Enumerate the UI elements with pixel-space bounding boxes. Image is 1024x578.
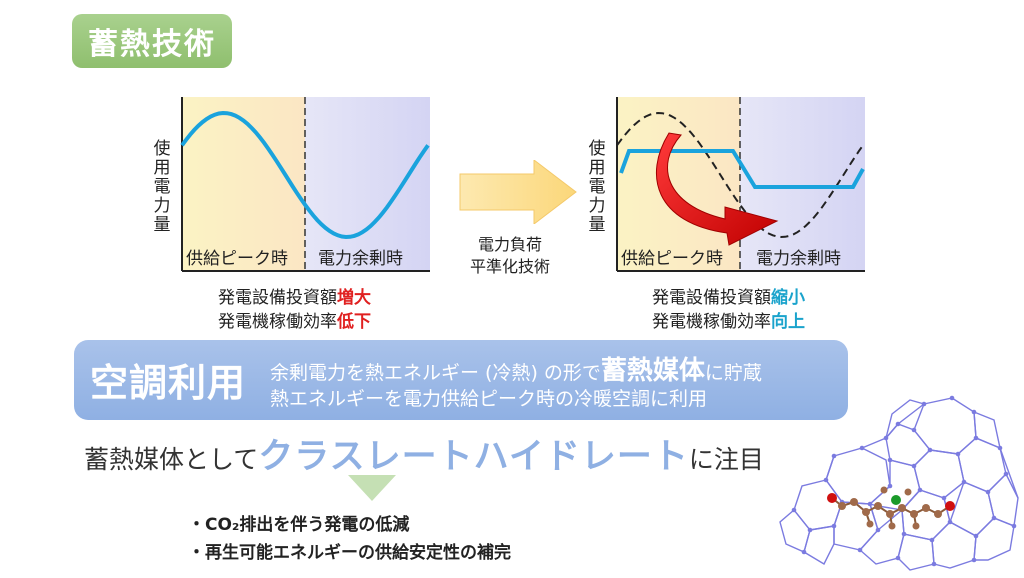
- caption-emphasis: 縮小: [771, 288, 805, 308]
- ylabel-char: 用: [153, 158, 171, 178]
- curved-shift-arrow-icon: [656, 132, 779, 246]
- left-zone-peak-label: 供給ピーク時: [186, 249, 288, 269]
- right-caption: 発電設備投資額縮小 発電機稼働効率向上: [652, 286, 805, 334]
- right-arrow-icon: [458, 158, 578, 228]
- surplus-zone-bg: [740, 97, 865, 271]
- left-caption: 発電設備投資額増大 発電機稼働効率低下: [218, 286, 371, 334]
- bullet-co2: ・CO₂排出を伴う発電の低減: [188, 515, 410, 535]
- surplus-zone-bg: [305, 97, 430, 271]
- caption-emphasis: 向上: [771, 312, 805, 332]
- leveling-label-line2: 平準化技術: [470, 257, 551, 276]
- caption-emphasis: 低下: [337, 312, 371, 332]
- bullet-renewable: ・再生可能エネルギーの供給安定性の補完: [188, 543, 511, 563]
- demand-curve: [180, 110, 430, 240]
- leveled-demand-curve: [619, 149, 865, 189]
- caption-text: 発電機稼働効率: [218, 312, 337, 332]
- banner-emphasis: 蓄熱媒体: [600, 356, 705, 386]
- ylabel-char: 用: [588, 158, 606, 178]
- banner-line-1: 余剰電力を熱エネルギー (冷熱) の形で蓄熱媒体に貯蔵: [270, 350, 762, 387]
- banner-title: 空調利用: [90, 361, 247, 405]
- title-badge: 蓄熱技術: [72, 14, 232, 68]
- banner-text: 余剰電力を熱エネルギー (冷熱) の形で: [270, 362, 601, 384]
- left-ylabel: 使 用 電 力 量: [152, 140, 172, 235]
- left-chart-svg: [180, 97, 430, 272]
- focus-emphasis: クラスレートハイドレート: [258, 437, 689, 477]
- caption-text: 発電機稼働効率: [652, 312, 771, 332]
- banner-line-2: 熱エネルギーを電力供給ピーク時の冷暖空調に利用: [270, 388, 708, 410]
- right-chart: [585, 95, 875, 285]
- ylabel-char: 量: [588, 215, 606, 235]
- ylabel-char: 力: [153, 196, 171, 216]
- focus-text: 蓄熱媒体として: [84, 445, 259, 474]
- leveling-label-line1: 電力負荷: [478, 235, 543, 254]
- peak-zone-bg: [182, 97, 305, 271]
- leveling-label: 電力負荷 平準化技術: [470, 234, 550, 278]
- right-chart-svg: [616, 97, 865, 272]
- caption-text: 発電設備投資額: [218, 288, 337, 308]
- right-zone-surplus-label: 電力余剰時: [756, 249, 841, 269]
- ylabel-char: 電: [153, 177, 171, 197]
- ylabel-char: 電: [588, 177, 606, 197]
- original-demand-curve: [616, 111, 864, 239]
- focus-statement: 蓄熱媒体としてクラスレートハイドレートに注目: [84, 428, 764, 479]
- left-zone-surplus-label: 電力余剰時: [318, 249, 403, 269]
- ylabel-char: 使: [588, 139, 606, 159]
- peak-zone-bg: [617, 97, 740, 271]
- caption-emphasis: 増大: [337, 288, 371, 308]
- ylabel-char: 量: [153, 215, 171, 235]
- right-ylabel: 使 用 電 力 量: [587, 140, 607, 235]
- page-title: 蓄熱技術: [88, 27, 216, 62]
- left-chart: [150, 95, 440, 285]
- clathrate-hydrate-structure-icon: [774, 394, 1022, 578]
- air-conditioning-banner: [74, 340, 848, 420]
- focus-text: に注目: [688, 445, 764, 474]
- right-zone-peak-label: 供給ピーク時: [621, 249, 723, 269]
- down-triangle-icon: [348, 475, 396, 505]
- ylabel-char: 使: [153, 139, 171, 159]
- ylabel-char: 力: [588, 196, 606, 216]
- banner-text: に貯蔵: [704, 362, 762, 384]
- caption-text: 発電設備投資額: [652, 288, 771, 308]
